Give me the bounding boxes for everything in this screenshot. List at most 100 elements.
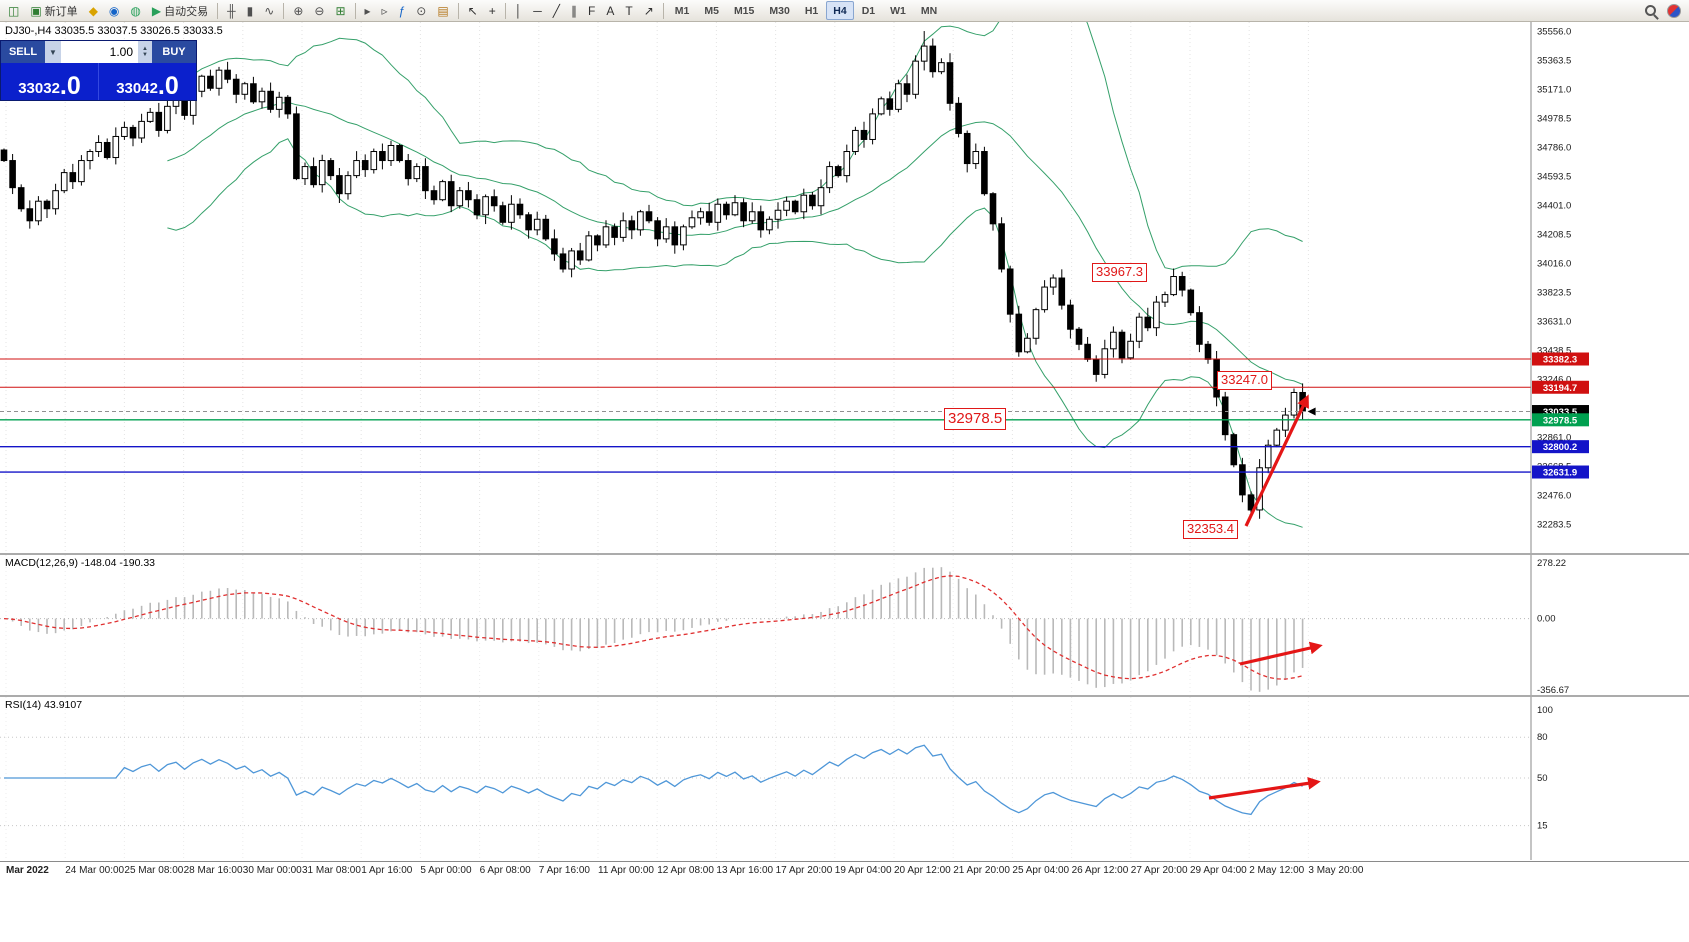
time-axis-label: 11 Apr 00:00 — [598, 865, 654, 876]
metaeditor-button[interactable]: ◆ — [84, 1, 103, 20]
label-button[interactable]: T — [620, 1, 637, 20]
time-axis-label: 31 Mar 08:00 — [302, 865, 361, 876]
svg-text:32631.9: 32631.9 — [1543, 468, 1577, 479]
sell-button[interactable]: SELL — [1, 41, 45, 63]
buy-button[interactable]: BUY — [152, 41, 196, 63]
candlestick-chart-mode-icon: ▮ — [246, 3, 254, 18]
volume-spinner[interactable]: ▲ ▼ — [138, 41, 152, 63]
macd-trend-arrow[interactable] — [1239, 641, 1323, 666]
fibonacci-button[interactable]: F — [583, 1, 600, 20]
templates-button[interactable]: ▤ — [432, 1, 453, 20]
new-order-button[interactable]: ▣ 新订单 — [25, 1, 82, 20]
market-icon: ◉ — [108, 3, 120, 18]
timeframe-mn-button[interactable]: MN — [914, 1, 944, 20]
rsi-panel-chart[interactable]: 100 80 50 15 — [0, 697, 1689, 860]
svg-text:33246.0: 33246.0 — [1537, 375, 1571, 386]
timeframe-m15-button[interactable]: M15 — [727, 1, 761, 20]
arrows-button[interactable]: ↗ — [639, 1, 659, 20]
svg-text:80: 80 — [1537, 732, 1548, 743]
buy-price-main: 33042 — [116, 80, 158, 97]
periods-list-icon: ⊙ — [416, 3, 427, 18]
auto-scroll-icon: ▸ — [364, 3, 371, 18]
time-axis-label: 13 Apr 16:00 — [716, 865, 774, 876]
timeframe-w1-button[interactable]: W1 — [883, 1, 913, 20]
zoom-in-button[interactable]: ⊕ — [288, 1, 308, 20]
rsi-label: RSI(14) 43.9107 — [5, 699, 83, 711]
price-tag-33382.3 — [1532, 352, 1589, 366]
mql-logo-icon — [1667, 3, 1681, 18]
time-axis-label: 28 Mar 16:00 — [183, 865, 243, 876]
svg-text:50: 50 — [1537, 773, 1548, 784]
fibonacci-icon: F — [587, 3, 596, 18]
buy-price[interactable]: 33042.0 — [99, 63, 196, 100]
text-button[interactable]: A — [601, 1, 619, 20]
spinner-down-icon[interactable]: ▼ — [142, 52, 148, 58]
rsi-trend-arrow[interactable] — [1208, 776, 1321, 800]
svg-text:33382.3: 33382.3 — [1543, 355, 1577, 366]
main-chart[interactable]: 35556.0 35363.5 35171.0 34978.5 34786.0 34593… — [0, 22, 1689, 553]
candlestick-chart-mode-button[interactable]: ▮ — [242, 1, 259, 20]
new-order-icon: ▣ — [30, 3, 42, 18]
chart-text-annotation[interactable]: 33247.0 — [1217, 371, 1272, 390]
main-trend-arrow[interactable] — [1244, 394, 1309, 527]
timeframe-m5-button[interactable]: M5 — [697, 1, 726, 20]
panel-splitter-rsi[interactable] — [0, 695, 1689, 697]
cursor-button[interactable]: ↖ — [463, 1, 483, 20]
svg-text:35556.0: 35556.0 — [1537, 27, 1571, 38]
macd-panel-chart[interactable]: 278.22 0.00 -356.67 — [0, 555, 1689, 695]
timeframe-h1-button[interactable]: H1 — [798, 1, 825, 20]
volume-input[interactable]: 1.00 — [61, 41, 138, 63]
timeframe-m30-button[interactable]: M30 — [762, 1, 796, 20]
macd-signal-line — [3, 575, 1303, 680]
arrows-icon: ↗ — [643, 3, 654, 18]
spinner-up-icon[interactable]: ▲ — [142, 46, 148, 52]
svg-text:32861.0: 32861.0 — [1537, 433, 1571, 444]
vertical-line-button[interactable]: │ — [510, 1, 528, 20]
tile-windows-button[interactable]: ⊞ — [330, 1, 350, 20]
timeframe-m1-button[interactable]: M1 — [668, 1, 697, 20]
crosshair-icon: + — [488, 3, 496, 18]
panel-splitter-macd[interactable] — [0, 553, 1689, 555]
periods-list-button[interactable]: ⊙ — [411, 1, 431, 20]
templates-icon: ▤ — [437, 3, 449, 18]
timeframe-m15-button-label: M15 — [733, 4, 755, 17]
toolbar-separator — [354, 2, 356, 19]
toolbar: ◫ ▣ 新订单 ◆ ◉ ◍ ▶ 自动交易 ╫ ▮ ∿ ⊕ ⊖ ⊞ ▸ ▹ ƒ ⊙ ▤ ↖ + │ ─ ╱ ∥ F A T ↗ M1 M5 M1… — [0, 0, 1689, 22]
trendline-button[interactable]: ╱ — [548, 1, 565, 20]
crosshair-button[interactable]: + — [484, 1, 501, 20]
chart-text-annotation[interactable]: 33967.3 — [1092, 263, 1147, 282]
zoom-out-button[interactable]: ⊖ — [309, 1, 329, 20]
svg-text:278.22: 278.22 — [1537, 558, 1566, 569]
auto-scroll-button[interactable]: ▸ — [360, 1, 376, 20]
chart-text-annotation[interactable]: 32978.5 — [944, 408, 1007, 430]
sell-price[interactable]: 33032.0 — [1, 63, 99, 100]
indicators-button[interactable]: ƒ — [394, 1, 411, 20]
sell-price-frac: .0 — [59, 71, 81, 100]
new-chart-button[interactable]: ◫ — [3, 1, 24, 20]
chart-text-annotation[interactable]: 32353.4 — [1183, 520, 1238, 539]
mql-logo[interactable] — [1662, 1, 1686, 20]
new-chart-icon: ◫ — [8, 3, 20, 18]
svg-text:32978.5: 32978.5 — [1543, 415, 1578, 426]
search-button[interactable] — [1640, 1, 1661, 20]
timeframe-d1-button[interactable]: D1 — [855, 1, 882, 20]
chart-shift-button[interactable]: ▹ — [377, 1, 393, 20]
channel-button[interactable]: ∥ — [566, 1, 582, 20]
community-button[interactable]: ◍ — [125, 1, 145, 20]
timeframe-h4-button[interactable]: H4 — [826, 1, 854, 20]
svg-text:32800.2: 32800.2 — [1543, 442, 1577, 453]
autotrading-button[interactable]: ▶ 自动交易 — [147, 1, 213, 20]
search-icon — [1645, 5, 1656, 16]
current-price-marker — [1307, 407, 1316, 416]
time-axis[interactable]: Mar 2022 24 Mar 00:00 25 Mar 08:00 28 Mar 1… — [0, 861, 1689, 880]
line-chart-mode-button[interactable]: ∿ — [259, 1, 279, 20]
label-icon: T — [625, 3, 633, 18]
horizontal-line-button[interactable]: ─ — [528, 1, 547, 20]
price-tag-32800.2 — [1532, 440, 1589, 454]
trendline-icon: ╱ — [552, 3, 560, 18]
market-button[interactable]: ◉ — [104, 1, 124, 20]
svg-text:33823.5: 33823.5 — [1537, 288, 1571, 299]
time-axis-label: 25 Apr 04:00 — [1012, 865, 1070, 876]
bar-chart-mode-button[interactable]: ╫ — [222, 1, 241, 20]
volume-dropdown-icon[interactable]: ▼ — [45, 41, 61, 63]
